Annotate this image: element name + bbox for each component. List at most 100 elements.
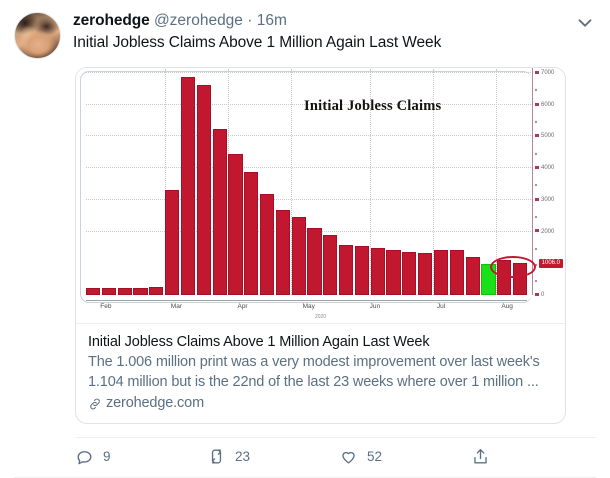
chart-bar (275, 209, 290, 295)
chart-gridline-v (227, 69, 229, 295)
reply-button[interactable]: 9 (75, 447, 207, 466)
chart-x-tick: Jun (369, 303, 381, 310)
chart-bar (465, 257, 480, 295)
chart-y-minor-tick (535, 215, 565, 221)
chart-bar (165, 190, 180, 295)
reply-count: 9 (103, 449, 111, 464)
chart-bar (180, 77, 196, 295)
chart-bar (512, 263, 528, 295)
chart-bar (117, 288, 132, 295)
chart-bar (323, 234, 338, 295)
chart-bar (228, 154, 243, 295)
chart-y-tick: 6000 (535, 102, 565, 108)
chart-x-tick: Mar (170, 303, 182, 310)
chart-x-tick: May (302, 303, 315, 310)
chart-bar (481, 264, 496, 295)
chart-bar (149, 287, 164, 295)
chart-y-tick: 4000 (535, 165, 565, 171)
chart-y-minor-tick (535, 88, 565, 94)
chart-bar (386, 249, 401, 295)
chart-gridline-v (495, 69, 497, 295)
like-count: 52 (367, 449, 383, 464)
reply-icon (75, 447, 94, 466)
chart-y-minor-tick (535, 183, 565, 189)
chart-bar (212, 128, 227, 295)
chart-title: Initial Jobless Claims (304, 98, 442, 114)
chart-plot-area (86, 69, 531, 295)
chart-bars (86, 73, 528, 295)
like-button[interactable]: 52 (339, 447, 471, 466)
retweet-count: 23 (235, 449, 251, 464)
chart-x-axis-year: 2020 (314, 314, 327, 320)
chart-y-minor-tick (535, 120, 565, 126)
chart-y-minor-tick (535, 246, 565, 252)
link-preview-card[interactable]: Initial Jobless Claims Above 1 Million A… (76, 323, 565, 423)
chart-bar (86, 288, 101, 295)
chart-y-axis (531, 68, 533, 295)
tweet-header-text: zerohedge @zerohedge · 16m Initial Joble… (73, 10, 574, 53)
card-domain[interactable]: zerohedge.com (88, 394, 553, 413)
chart-gridline-h (86, 198, 531, 200)
tweet-menu-button[interactable] (574, 12, 596, 34)
chart-bar (307, 227, 322, 295)
card-description-line-1: The 1.006 million print was a very modes… (88, 354, 540, 370)
chart-x-tick: Feb (100, 303, 112, 310)
share-button[interactable] (471, 447, 490, 466)
chart-bar (433, 249, 449, 295)
retweet-button[interactable]: 23 (207, 447, 339, 466)
chart-bar (339, 245, 354, 295)
chart-gridline-h (86, 103, 531, 105)
chevron-down-icon (574, 12, 596, 34)
actions-divider-top (75, 437, 596, 438)
chart-bar (291, 217, 306, 295)
chart-bar (196, 85, 211, 295)
chart-bar (370, 248, 385, 295)
tweet-actions: 9 23 52 (75, 447, 596, 466)
chart-x-tick: Apr (237, 303, 248, 310)
chart-y-tick: 0 (535, 292, 565, 298)
chart-y-tick: 2000 (535, 229, 565, 235)
chart-y-minor-tick (535, 262, 565, 268)
heart-icon (339, 447, 358, 466)
share-icon (471, 447, 490, 466)
chart-x-tick: Aug (501, 303, 513, 310)
author-handle[interactable]: @zerohedge (153, 12, 243, 29)
author-name[interactable]: zerohedge (73, 12, 150, 29)
chart-bar (133, 288, 148, 295)
tweet-header: zerohedge @zerohedge · 16m Initial Joble… (14, 10, 596, 59)
chart-gridline-h (86, 135, 531, 137)
tweet-timestamp[interactable]: 16m (256, 12, 287, 29)
chart-bar (354, 246, 370, 295)
chart-bar (497, 260, 512, 295)
chart-bar (402, 252, 417, 295)
chart-bar (244, 172, 259, 295)
chart-gridline-v (164, 69, 166, 295)
tweet-body-text: Initial Jobless Claims Above 1 Million A… (73, 34, 442, 51)
card-domain-text: zerohedge.com (106, 395, 204, 411)
chart-bar (418, 253, 433, 295)
card-title: Initial Jobless Claims Above 1 Million A… (88, 334, 430, 350)
chart-y-minor-tick (535, 151, 565, 157)
author-line: zerohedge @zerohedge · 16m (73, 11, 574, 30)
chart-y-tick: 7000 (535, 70, 565, 76)
card-description-line-2: 1.104 million but is the 22nd of the las… (88, 374, 539, 390)
avatar[interactable] (14, 12, 61, 59)
chart-gridline-h (86, 167, 531, 169)
chart-x-axis (86, 299, 527, 301)
chart-gridline-v (432, 69, 434, 295)
chart-value-tag: 1006.0 (538, 259, 563, 269)
tweet-media[interactable]: 0 2000 3000 4000 5000 6000 7000 Feb Mar Apr May Ju… (75, 67, 566, 424)
chart-y-tick: 3000 (535, 197, 565, 203)
chart-gridline-v (290, 69, 292, 295)
chart-bar (449, 249, 464, 295)
chart-x-tick-labels: Feb Mar Apr May Jun Jul Aug (86, 302, 527, 313)
meta-separator: · (247, 12, 253, 29)
retweet-icon (207, 447, 226, 466)
chart-bar (259, 194, 275, 295)
link-icon (88, 397, 102, 411)
chart-y-tick: 5000 (535, 133, 565, 139)
chart-image[interactable]: 0 2000 3000 4000 5000 6000 7000 Feb Mar Apr May Ju… (76, 68, 565, 323)
chart-gridline-v (369, 69, 371, 295)
chart-bar (101, 288, 117, 295)
